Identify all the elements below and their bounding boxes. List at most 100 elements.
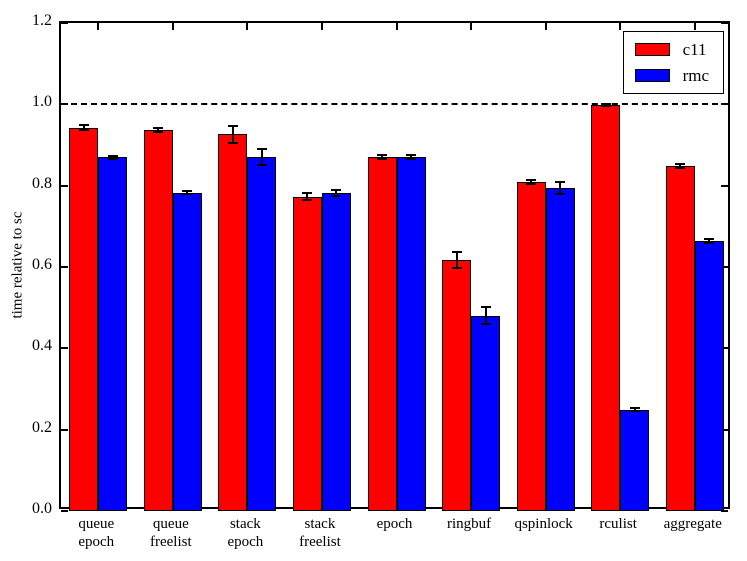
y-tick-label: 1.2 [32, 12, 52, 29]
error-cap-bottom-rmc-rculist [629, 410, 640, 413]
error-cap-top-rmc-rculist [629, 407, 640, 410]
x-tick-top [619, 23, 622, 30]
y-tick-label: 0.6 [32, 256, 52, 273]
legend-entry-c11: c11 [634, 41, 709, 58]
error-cap-bottom-c11-rculist [600, 105, 611, 108]
bar-c11-queue-freelist [143, 129, 173, 511]
y-tick-label: 1.0 [32, 93, 52, 111]
error-bar-rmc-aggregate [708, 238, 711, 244]
error-bar-c11-qspinlock [530, 179, 533, 185]
error-bar-rmc-ringbuf [484, 307, 487, 325]
error-cap-bottom-rmc-qspinlock [555, 192, 566, 195]
error-cap-top-rmc-stack-epoch [256, 147, 267, 150]
error-cap-top-rmc-queue-epoch [107, 154, 118, 157]
error-cap-bottom-c11-stack-freelist [302, 198, 313, 201]
y-tick-left [61, 103, 68, 106]
bar-rmc-ringbuf [471, 315, 501, 511]
error-bar-c11-ringbuf [455, 252, 458, 268]
y-tick-right [721, 184, 728, 187]
error-bar-c11-stack-freelist [306, 193, 309, 200]
y-tick-left [61, 22, 68, 24]
bar-c11-stack-epoch [218, 134, 248, 511]
bar-rmc-epoch [396, 156, 426, 511]
y-tick-label: 0.0 [32, 500, 52, 517]
x-category-label: qspinlock [514, 516, 573, 532]
error-cap-bottom-rmc-queue-freelist [182, 193, 193, 196]
error-cap-top-rmc-ringbuf [480, 306, 491, 309]
error-cap-top-rmc-stack-freelist [331, 188, 342, 191]
error-cap-bottom-c11-queue-freelist [153, 130, 164, 133]
y-tick-left [61, 266, 68, 268]
error-bar-rmc-epoch [410, 154, 412, 159]
error-bar-c11-queue-freelist [157, 128, 160, 132]
error-bar-rmc-queue-epoch [111, 155, 114, 159]
y-tick-label: 0.4 [32, 337, 52, 355]
legend-swatch-rmc [634, 69, 670, 82]
legend-label-rmc: rmc [682, 66, 709, 85]
legend-swatch-c11 [634, 43, 670, 56]
error-cap-bottom-rmc-stack-freelist [331, 195, 342, 198]
y-tick-right [721, 266, 728, 268]
error-bar-rmc-stack-freelist [335, 189, 338, 197]
x-tick-top [544, 23, 547, 30]
x-tick-top [246, 23, 249, 30]
x-category-label: stack freelist [299, 516, 341, 550]
error-cap-top-rmc-queue-freelist [182, 189, 193, 192]
x-category-label: ringbuf [446, 516, 492, 532]
error-bar-c11-rculist [604, 103, 607, 107]
bar-rmc-qspinlock [545, 187, 575, 511]
error-cap-bottom-c11-qspinlock [526, 183, 537, 186]
error-bar-rmc-stack-epoch [260, 148, 263, 165]
legend-entry-rmc: rmc [634, 66, 709, 85]
error-cap-top-rmc-epoch [406, 153, 416, 156]
error-bar-rmc-qspinlock [559, 181, 562, 194]
plot-area: c11 rmc [59, 21, 730, 512]
bar-rmc-rculist [620, 409, 650, 511]
bar-rmc-stack-epoch [247, 156, 277, 511]
error-cap-bottom-c11-epoch [377, 158, 387, 161]
error-bar-c11-stack-epoch [231, 125, 234, 143]
error-cap-top-c11-epoch [377, 154, 387, 157]
bar-c11-aggregate [665, 165, 695, 511]
error-cap-bottom-rmc-ringbuf [480, 323, 491, 326]
error-cap-bottom-c11-queue-epoch [78, 128, 89, 131]
error-cap-top-c11-queue-freelist [153, 127, 164, 130]
error-cap-top-c11-stack-freelist [302, 192, 313, 195]
y-tick-left [61, 347, 68, 350]
reference-line [61, 103, 728, 106]
bar-c11-qspinlock [516, 182, 546, 511]
error-cap-bottom-rmc-epoch [406, 157, 416, 160]
x-tick-top [171, 23, 174, 30]
error-cap-top-c11-ringbuf [451, 251, 462, 254]
bar-rmc-queue-epoch [98, 157, 128, 511]
y-tick-left [61, 184, 68, 187]
x-category-label: queue freelist [150, 516, 192, 550]
error-cap-bottom-c11-aggregate [675, 166, 686, 169]
legend: c11 rmc [622, 31, 724, 94]
x-category-label: rculist [599, 516, 637, 532]
error-cap-top-c11-aggregate [675, 162, 686, 165]
x-tick-top [470, 23, 473, 30]
error-cap-top-rmc-aggregate [704, 237, 715, 240]
y-tick-right [721, 428, 728, 431]
y-tick-right [721, 22, 728, 24]
error-bar-c11-epoch [381, 155, 383, 160]
bar-rmc-aggregate [694, 240, 724, 511]
error-cap-top-c11-qspinlock [526, 178, 537, 181]
y-tick-right [721, 347, 728, 350]
bar-c11-stack-freelist [292, 196, 322, 511]
y-tick-right [721, 510, 728, 512]
bar-c11-epoch [367, 157, 397, 511]
error-bar-rmc-queue-freelist [186, 190, 189, 195]
bar-c11-queue-epoch [69, 127, 99, 511]
x-tick-top [693, 23, 696, 30]
error-cap-top-c11-rculist [600, 102, 611, 105]
error-cap-bottom-rmc-queue-epoch [107, 157, 118, 160]
error-bar-c11-aggregate [679, 163, 682, 168]
x-category-label: queue epoch [78, 516, 115, 550]
y-tick-label: 0.2 [32, 418, 52, 436]
bar-rmc-stack-freelist [321, 192, 351, 511]
y-tick-label: 0.8 [32, 174, 52, 192]
error-cap-top-c11-stack-epoch [227, 124, 238, 127]
x-category-label: epoch [376, 516, 413, 532]
